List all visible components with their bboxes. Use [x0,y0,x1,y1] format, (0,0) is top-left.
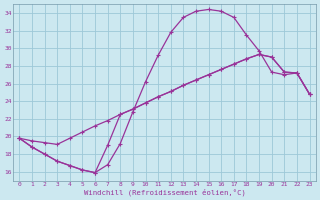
X-axis label: Windchill (Refroidissement éolien,°C): Windchill (Refroidissement éolien,°C) [84,188,245,196]
